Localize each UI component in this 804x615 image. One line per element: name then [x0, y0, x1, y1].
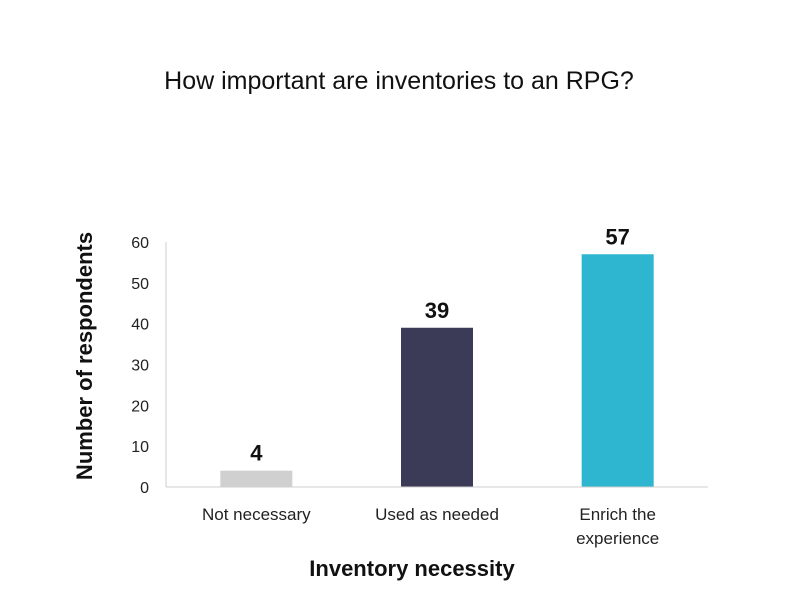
bar [401, 327, 473, 487]
y-tick-label: 0 [140, 480, 149, 497]
bar-value-label: 39 [425, 298, 449, 323]
x-axis-title: Inventory necessity [309, 556, 515, 581]
bar [581, 254, 654, 487]
y-tick-label: 20 [131, 398, 149, 415]
chart-title: How important are inventories to an RPG? [164, 67, 634, 95]
category-label: experience [576, 529, 659, 548]
y-tick-label: 50 [131, 276, 149, 293]
y-axis-ticks: 0 10 20 30 40 50 60 [131, 235, 149, 497]
bar-value-label: 57 [605, 224, 629, 249]
category-label: Enrich the [579, 505, 656, 524]
category-label: Used as needed [375, 505, 499, 524]
y-tick-label: 60 [131, 235, 149, 252]
value-labels: 4 39 57 [250, 224, 630, 465]
y-tick-label: 10 [131, 439, 149, 456]
category-label: Not necessary [202, 505, 311, 524]
category-labels: Not necessary Used as needed Enrich the exp… [202, 505, 659, 548]
y-tick-label: 40 [131, 317, 149, 334]
bars [220, 254, 654, 487]
bar [220, 470, 293, 487]
bar-value-label: 4 [250, 441, 263, 466]
y-axis-title: Number of respondents [72, 232, 97, 480]
y-tick-label: 30 [131, 358, 149, 375]
